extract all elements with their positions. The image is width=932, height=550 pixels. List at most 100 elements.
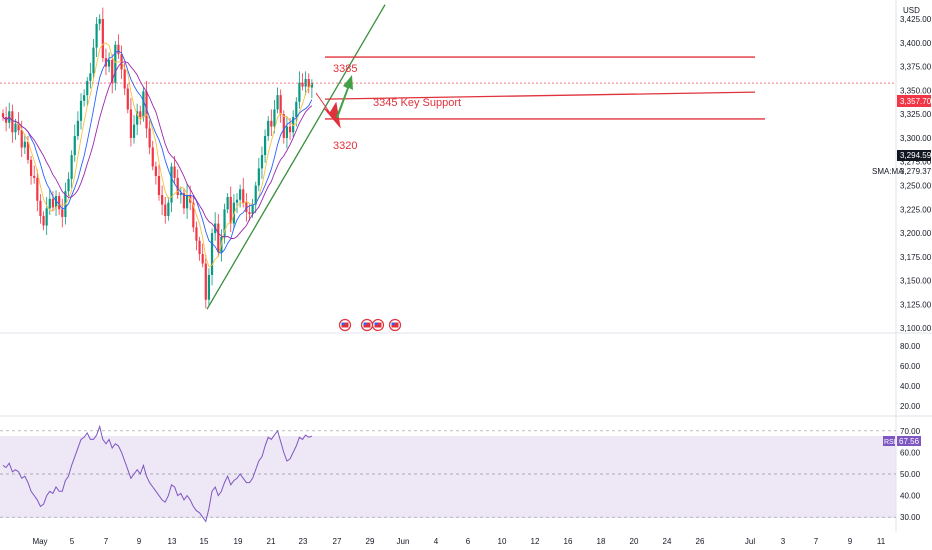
candle-body bbox=[26, 141, 30, 160]
price-tick-label: 3,200.00 bbox=[900, 229, 932, 238]
candle-body bbox=[226, 196, 229, 210]
down-arrow-icon bbox=[315, 92, 341, 129]
time-axis[interactable]: May 5 7 9 13 15 19 21 23 27 29 Jun 4 6 10 12 16 18 20 24 26 J… bbox=[32, 537, 885, 546]
candle-body bbox=[173, 166, 176, 178]
candle-body bbox=[139, 111, 142, 118]
candle-body bbox=[98, 19, 101, 24]
us-flag-icon[interactable] bbox=[360, 318, 374, 332]
price-axis[interactable]: 3,425.00 3,400.00 3,375.00 3,350.00 3,325.00… bbox=[900, 15, 932, 333]
time-tick-label: 9 bbox=[137, 537, 142, 546]
candle-body bbox=[29, 159, 33, 177]
time-tick-label: 4 bbox=[434, 537, 439, 546]
candle-body bbox=[201, 254, 204, 264]
price-tick-label: 3,400.00 bbox=[900, 39, 932, 48]
candle-body bbox=[101, 19, 104, 59]
moving-average-line bbox=[2, 61, 313, 239]
candle-body bbox=[51, 198, 55, 208]
candle-body bbox=[223, 209, 226, 237]
candle-body bbox=[276, 95, 279, 110]
candle-body bbox=[267, 120, 270, 137]
lower-pane-axis: 80.00 60.00 40.00 20.00 bbox=[900, 342, 921, 411]
support-line[interactable] bbox=[324, 91, 756, 100]
candle-body bbox=[11, 111, 14, 133]
rsi-axis: 70.00 60.00 50.00 40.00 30.00 bbox=[900, 427, 921, 522]
candle-body bbox=[257, 168, 260, 186]
candle-body bbox=[17, 123, 20, 131]
rsi-tick-label: 70.00 bbox=[900, 427, 921, 436]
resistance-label: 3385 bbox=[333, 63, 357, 75]
us-flag-icon[interactable] bbox=[388, 318, 402, 332]
candle-body bbox=[58, 195, 61, 210]
moving-averages-layer bbox=[2, 42, 313, 268]
rsi-layer bbox=[0, 424, 896, 523]
time-tick-label: 18 bbox=[597, 537, 606, 546]
candle-body bbox=[148, 128, 151, 148]
time-tick-label: 23 bbox=[299, 537, 308, 546]
rsi-band bbox=[0, 436, 896, 518]
time-tick-label: 7 bbox=[814, 537, 819, 546]
us-flag-icon[interactable] bbox=[371, 318, 385, 332]
candle-body bbox=[42, 215, 45, 226]
candle-body bbox=[114, 44, 117, 83]
candle-body bbox=[248, 212, 251, 215]
candle-body bbox=[295, 101, 298, 118]
time-tick-label: 16 bbox=[564, 537, 573, 546]
price-tick-label: 3,175.00 bbox=[900, 253, 932, 262]
current-price-tag: 3,357.70 bbox=[897, 95, 932, 107]
rsi-tick-label: 60.00 bbox=[900, 448, 921, 457]
candle-body bbox=[192, 202, 195, 228]
candle-body bbox=[260, 155, 264, 169]
price-tick-label: 3,150.00 bbox=[900, 277, 932, 286]
time-tick-label: 6 bbox=[466, 537, 471, 546]
price-tick-label: 3,225.00 bbox=[900, 205, 932, 214]
candle-body bbox=[210, 233, 214, 275]
lower-tick-label: 60.00 bbox=[900, 362, 921, 371]
rsi-tick-label: 30.00 bbox=[900, 513, 921, 522]
candle-body bbox=[292, 117, 295, 133]
time-tick-label: 13 bbox=[168, 537, 177, 546]
candle-body bbox=[73, 136, 76, 156]
candle-body bbox=[23, 141, 26, 148]
time-tick-label: May bbox=[32, 537, 47, 546]
sma-label: SMA:MA bbox=[872, 167, 904, 176]
candle-body bbox=[142, 91, 145, 118]
economic-events[interactable] bbox=[338, 318, 402, 332]
candle-body bbox=[251, 204, 254, 215]
candle-body bbox=[182, 193, 186, 209]
candle-body bbox=[70, 155, 73, 179]
price-tick-label: 3,125.00 bbox=[900, 300, 932, 309]
candle-body bbox=[242, 189, 245, 203]
price-tick-label: 3,375.00 bbox=[900, 63, 932, 72]
price-tick-label: 3,250.00 bbox=[900, 182, 932, 191]
candle-body bbox=[39, 200, 42, 216]
candle-body bbox=[285, 126, 289, 138]
rsi-line bbox=[2, 424, 313, 523]
candle-body bbox=[195, 227, 198, 241]
time-tick-label: 3 bbox=[781, 537, 786, 546]
lower-tick-label: 80.00 bbox=[900, 342, 921, 351]
candle-body bbox=[61, 209, 64, 217]
price-tick-label: 3,300.00 bbox=[900, 134, 932, 143]
current-price-value: 3,357.70 bbox=[900, 97, 932, 106]
rsi-tick-label: 40.00 bbox=[900, 492, 921, 501]
candle-body bbox=[86, 80, 89, 96]
trend-line[interactable] bbox=[206, 4, 386, 310]
time-tick-label: 29 bbox=[366, 537, 375, 546]
time-tick-label: 10 bbox=[498, 537, 507, 546]
price-tick-label: 3,325.00 bbox=[900, 110, 932, 119]
support-label: 3345 Key Support bbox=[373, 97, 461, 109]
time-tick-label: 15 bbox=[200, 537, 209, 546]
candle-body bbox=[288, 126, 292, 133]
candle-body bbox=[245, 202, 248, 213]
candle-body bbox=[198, 240, 201, 255]
lower-level-label: 3320 bbox=[333, 140, 357, 152]
price-tick-label: 3,100.00 bbox=[900, 324, 932, 333]
time-tick-label: 19 bbox=[234, 537, 243, 546]
lower-tick-label: 20.00 bbox=[900, 402, 921, 411]
time-tick-label: Jun bbox=[397, 537, 410, 546]
candle-body bbox=[270, 120, 273, 127]
candle-body bbox=[126, 88, 129, 110]
us-flag-icon[interactable] bbox=[338, 318, 352, 332]
time-tick-label: 26 bbox=[696, 537, 705, 546]
